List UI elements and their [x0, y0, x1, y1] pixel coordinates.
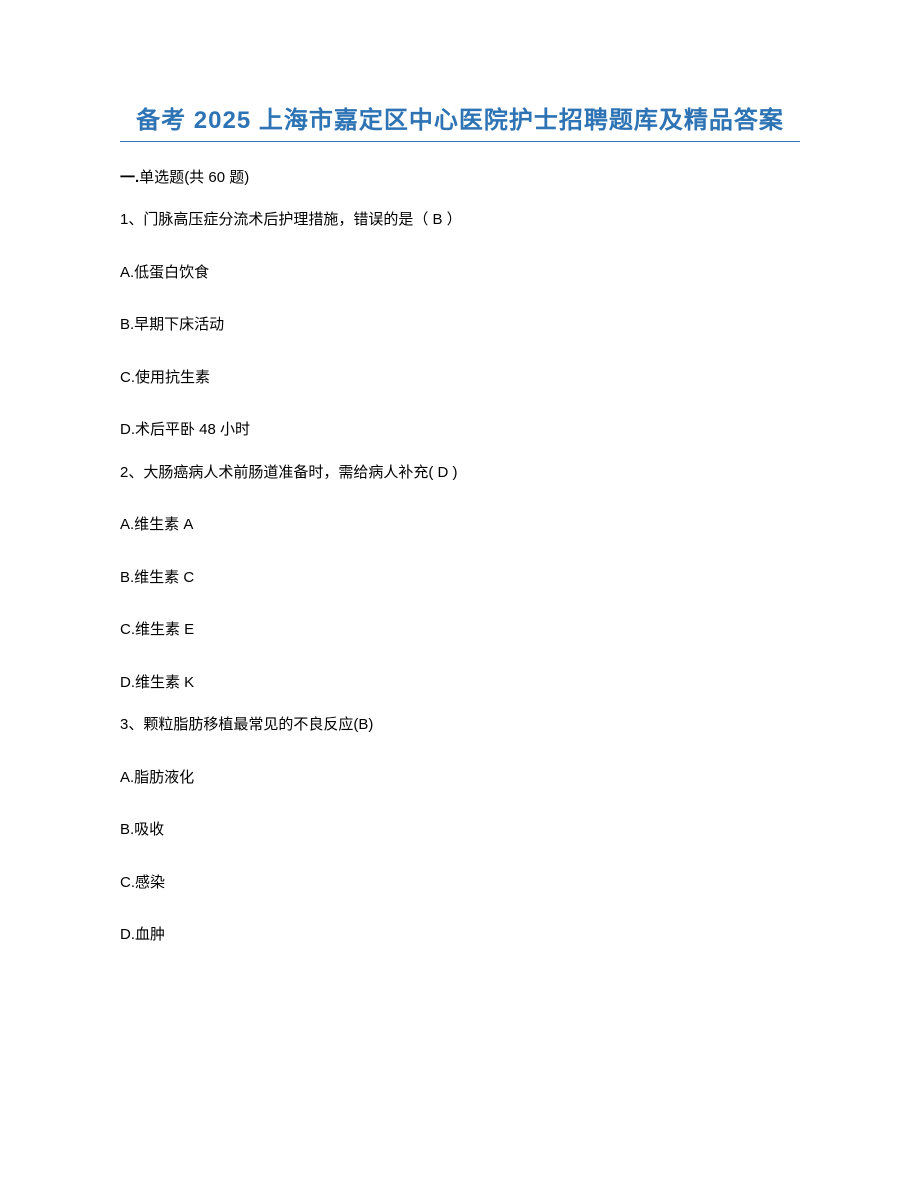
section-suffix: (共 60 题): [184, 169, 249, 186]
question-2-option-d: D.维生素 K: [120, 672, 800, 695]
question-3-option-b: B.吸收: [120, 819, 800, 842]
section-prefix: 一.: [120, 169, 139, 186]
section-label: 单选题: [139, 169, 184, 186]
document-title: 备考 2025 上海市嘉定区中心医院护士招聘题库及精品答案: [120, 100, 800, 135]
question-1: 1、门脉高压症分流术后护理措施，错误的是（ B ）: [120, 209, 800, 232]
question-number: 1、: [120, 211, 143, 228]
question-2: 2、大肠癌病人术前肠道准备时，需给病人补充( D ): [120, 462, 800, 485]
title-underline: [120, 141, 800, 142]
question-3-option-a: A.脂肪液化: [120, 767, 800, 790]
question-number: 2、: [120, 464, 143, 481]
question-3: 3、颗粒脂肪移植最常见的不良反应(B): [120, 714, 800, 737]
question-text: 颗粒脂肪移植最常见的不良反应(B): [143, 716, 373, 733]
question-3-option-d: D.血肿: [120, 924, 800, 947]
question-1-option-c: C.使用抗生素: [120, 367, 800, 390]
question-text: 大肠癌病人术前肠道准备时，需给病人补充( D ): [143, 464, 457, 481]
question-1-option-d: D.术后平卧 48 小时: [120, 419, 800, 442]
question-1-option-b: B.早期下床活动: [120, 314, 800, 337]
section-header: 一.单选题(共 60 题): [120, 166, 800, 187]
question-1-option-a: A.低蛋白饮食: [120, 262, 800, 285]
question-2-option-b: B.维生素 C: [120, 567, 800, 590]
question-text: 门脉高压症分流术后护理措施，错误的是（ B ）: [143, 211, 461, 228]
question-number: 3、: [120, 716, 143, 733]
question-2-option-c: C.维生素 E: [120, 619, 800, 642]
question-2-option-a: A.维生素 A: [120, 514, 800, 537]
question-3-option-c: C.感染: [120, 872, 800, 895]
